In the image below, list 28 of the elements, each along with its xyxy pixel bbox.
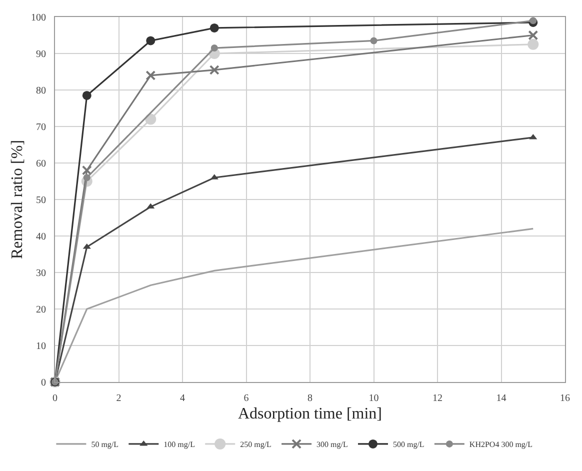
- legend-label: 300 mg/L: [316, 440, 348, 450]
- x-tick-label: 6: [244, 393, 249, 404]
- y-tick-label: 90: [36, 49, 46, 60]
- y-tick-label: 40: [36, 232, 46, 242]
- legend-label: 250 mg/L: [240, 440, 272, 450]
- x-tick-label: 14: [496, 393, 506, 404]
- y-tick-label: 70: [36, 122, 46, 133]
- legend-label: KH2PO4 300 mg/L: [469, 440, 533, 450]
- y-tick-label: 10: [36, 341, 46, 352]
- x-tick-label: 2: [116, 393, 122, 404]
- y-tick-label: 80: [36, 86, 46, 96]
- y-tick-label: 50: [36, 195, 46, 206]
- x-axis-title: Adsorption time [min]: [238, 406, 382, 423]
- y-tick-label: 20: [36, 304, 46, 316]
- x-tick-label: 16: [560, 393, 570, 404]
- y-tick-label: 100: [31, 12, 46, 24]
- x-tick-label: 4: [180, 393, 185, 404]
- y-tick-label: 0: [41, 378, 46, 388]
- legend-label: 50 mg/L: [91, 440, 119, 450]
- y-tick-label: 30: [36, 268, 46, 279]
- x-tick-label: 8: [308, 393, 312, 404]
- x-tick-label: 0: [52, 393, 58, 404]
- legend-label: 100 mg/L: [164, 440, 196, 450]
- legend-label: 500 mg/L: [392, 440, 424, 450]
- y-tick-label: 60: [36, 158, 46, 170]
- x-tick-label: 10: [368, 393, 379, 404]
- y-axis-title: Removal ratio [%]: [8, 140, 26, 260]
- x-tick-label: 12: [432, 393, 442, 404]
